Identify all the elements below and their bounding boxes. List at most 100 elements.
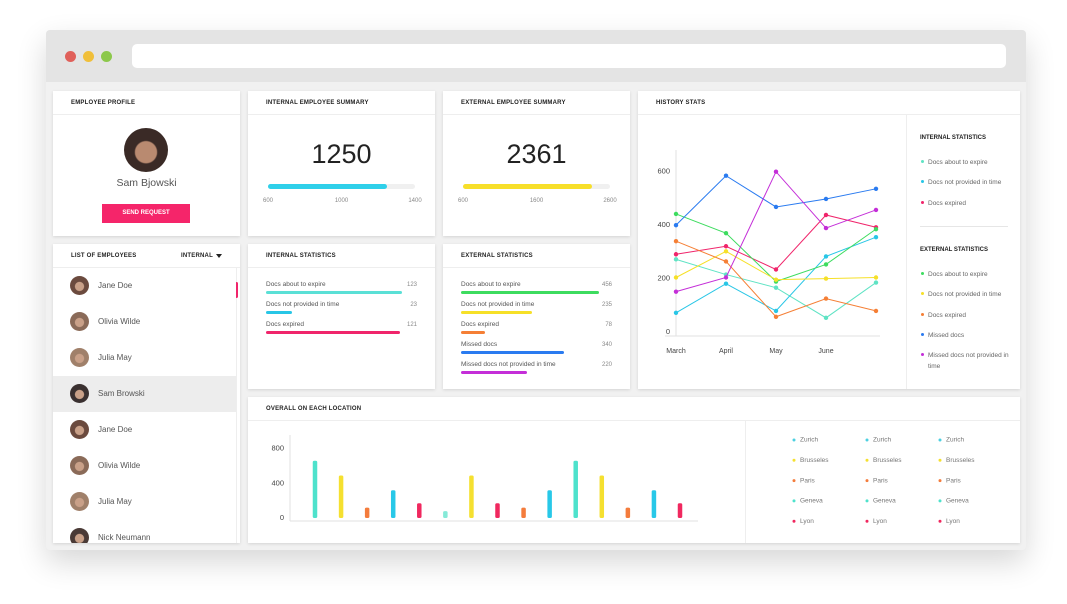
avatar — [124, 128, 168, 172]
close-button[interactable] — [65, 51, 76, 62]
maximize-button[interactable] — [101, 51, 112, 62]
stat-bar — [266, 311, 292, 314]
progress-fill — [268, 184, 388, 189]
stat-value: 340 — [601, 342, 612, 348]
stat-label: Docs about to expire — [266, 281, 326, 288]
avatar — [70, 312, 89, 331]
dropdown-arrow[interactable] — [216, 254, 223, 259]
summary-value: 1250 — [311, 139, 372, 169]
minimize-button[interactable] — [83, 51, 94, 62]
legend-label: Docs expired — [928, 199, 966, 207]
employee-row[interactable]: Julia May — [53, 340, 236, 377]
tick-label: 600 — [457, 198, 468, 204]
avatar — [70, 420, 89, 439]
legend-marker — [921, 353, 924, 357]
legend-marker — [921, 332, 924, 336]
avatar — [70, 348, 89, 367]
address-bar[interactable] — [132, 44, 1006, 68]
card-header: INTERNAL EMPLOYEE SUMMARY — [248, 91, 435, 115]
tick-label: 600 — [262, 198, 273, 204]
legend-divider — [745, 421, 746, 543]
employee-row[interactable]: Olivia Wilde — [53, 448, 236, 485]
avatar — [70, 528, 89, 543]
card-title: EXTERNAL STATISTICS — [461, 253, 533, 259]
profile-name: Sam Bjowski — [116, 177, 177, 189]
summary-value: 2361 — [506, 139, 567, 169]
stat-label: Docs expired — [266, 321, 304, 328]
stat-label: Docs expired — [461, 321, 499, 328]
stat-label: Missed docs not provided in time — [461, 361, 556, 368]
legend-title: INTERNAL STATISTICS — [920, 135, 986, 141]
card-title: INTERNAL EMPLOYEE SUMMARY — [266, 100, 369, 106]
stat-bar — [461, 371, 528, 374]
summary-card: INTERNAL EMPLOYEE SUMMARY 1250 600 1000 140… — [248, 91, 435, 236]
summary-card: EXTERNAL EMPLOYEE SUMMARY 2361 600 1600 260… — [443, 91, 630, 236]
legend-marker — [921, 200, 924, 204]
stat-bar — [266, 291, 403, 294]
stat-label: Docs not provided in time — [461, 301, 535, 308]
stat-bar — [461, 311, 532, 314]
legend-marker — [921, 272, 924, 275]
employee-list-card: LIST OF EMPLOYEES INTERNAL Jane Doe Olivi… — [53, 244, 240, 543]
card-header: EMPLOYEE PROFILE — [53, 91, 240, 115]
employee-name: Nick Neumann — [98, 533, 151, 542]
avatar — [70, 456, 89, 475]
employee-name: Olivia Wilde — [98, 461, 141, 470]
tick-label: 1400 — [408, 198, 422, 204]
send-request-button[interactable]: SEND REQUEST — [102, 204, 190, 223]
employee-name: Jane Doe — [98, 281, 133, 290]
title-bar — [46, 30, 1026, 82]
stat-label: Docs not provided in time — [266, 301, 340, 308]
avatar — [70, 492, 89, 511]
stat-bar — [266, 331, 401, 334]
employee-row[interactable]: Sam Browski — [53, 376, 236, 413]
employee-name: Jane Doe — [98, 425, 133, 434]
employee-name: Sam Browski — [98, 389, 145, 398]
legend-label: Missed docs not provided in time — [928, 352, 1009, 371]
avatar — [70, 384, 89, 403]
legend-separator — [920, 226, 1008, 227]
stat-value: 456 — [601, 282, 612, 288]
stat-value: 220 — [601, 362, 612, 368]
stat-bar — [461, 331, 485, 334]
card-header: LIST OF EMPLOYEES INTERNAL — [53, 244, 240, 268]
card-header: OVERALL ON EACH LOCATION — [248, 397, 1020, 421]
card-title: OVERALL ON EACH LOCATION — [266, 406, 362, 412]
legend-label: Missed docs — [928, 331, 965, 339]
legend-marker — [921, 312, 924, 316]
card-title: HISTORY STATS — [656, 100, 706, 106]
legend-title: EXTERNAL STATISTICS — [920, 247, 989, 253]
scroll-track[interactable] — [236, 268, 237, 543]
employee-name: Julia May — [98, 353, 132, 362]
employee-name: Julia May — [98, 497, 132, 506]
card-header: EXTERNAL EMPLOYEE SUMMARY — [443, 91, 630, 115]
legend-label: Docs about to expire — [928, 159, 988, 166]
stat-label: Docs about to expire — [461, 281, 521, 288]
avatar — [70, 276, 89, 295]
employee-row[interactable]: Jane Doe — [53, 412, 236, 449]
card-header: HISTORY STATS — [638, 91, 1020, 115]
stat-label: Missed docs — [461, 341, 498, 348]
employee-row[interactable]: Olivia Wilde — [53, 304, 236, 341]
stat-value: 121 — [406, 322, 417, 328]
legend-label: Docs not provided in time — [928, 291, 1002, 299]
card-header: EXTERNAL STATISTICS — [443, 244, 630, 268]
employee-row[interactable]: Nick Neumann — [53, 520, 236, 543]
employee-row[interactable]: Julia May — [53, 484, 236, 521]
stat-value: 235 — [601, 302, 612, 308]
employee-row[interactable]: Jane Doe — [53, 268, 236, 305]
statistics-card: EXTERNAL STATISTICS Docs about to expire… — [443, 244, 630, 389]
stat-value: 78 — [605, 322, 612, 328]
card-header: INTERNAL STATISTICS — [248, 244, 435, 268]
stat-value: 23 — [410, 302, 417, 308]
card-title: EXTERNAL EMPLOYEE SUMMARY — [461, 100, 566, 106]
scroll-thumb[interactable] — [235, 282, 238, 298]
stat-bar — [461, 351, 564, 354]
history-card: HISTORY STATS INTERNAL STATISTICS Docs ab… — [638, 91, 1020, 389]
filter-dropdown[interactable]: INTERNAL — [181, 253, 213, 259]
progress-fill — [463, 184, 593, 189]
card-title: EMPLOYEE PROFILE — [71, 100, 136, 106]
tick-label: 1600 — [529, 198, 544, 204]
employee-name: Olivia Wilde — [98, 317, 141, 326]
